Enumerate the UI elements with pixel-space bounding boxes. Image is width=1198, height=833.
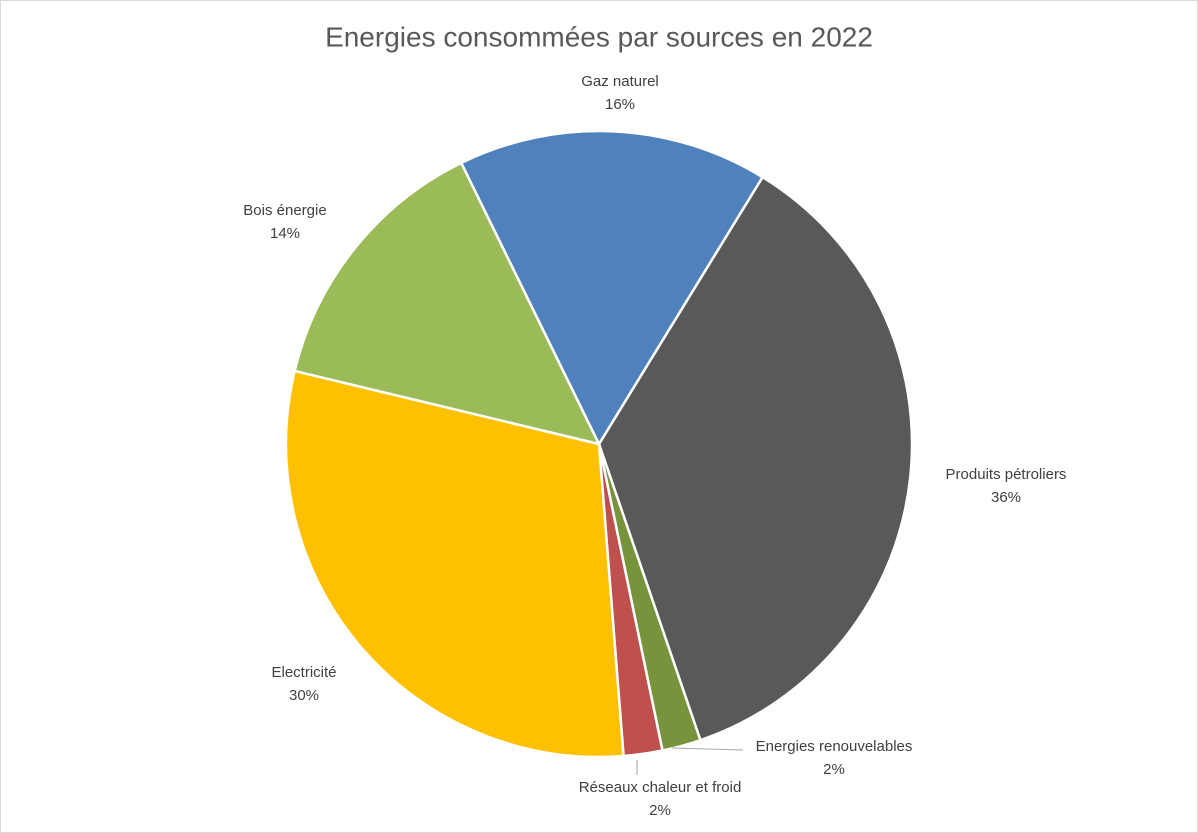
slice-value-label: 2%: [649, 802, 671, 819]
slice-value-label: 30%: [289, 687, 319, 704]
pie-slice: [459, 129, 765, 447]
pie-slice: [284, 369, 625, 759]
slice-value-label: 36%: [991, 489, 1021, 506]
pie-slice: [293, 161, 602, 446]
slice-value-label: 16%: [605, 96, 635, 113]
chart-title: Energies consommées par sources en 2022: [325, 21, 873, 52]
slice-value-label: 14%: [270, 225, 300, 242]
slice-label: Produits pétroliers: [946, 466, 1067, 483]
slice-value-label: 2%: [823, 761, 845, 778]
leader-line: [671, 747, 744, 751]
slice-label: Electricité: [271, 664, 336, 681]
slice-label: Gaz naturel: [581, 73, 659, 90]
slice-label: Energies renouvelables: [756, 738, 913, 755]
slice-label: Réseaux chaleur et froid: [579, 779, 742, 796]
slice-label: Bois énergie: [243, 202, 326, 219]
